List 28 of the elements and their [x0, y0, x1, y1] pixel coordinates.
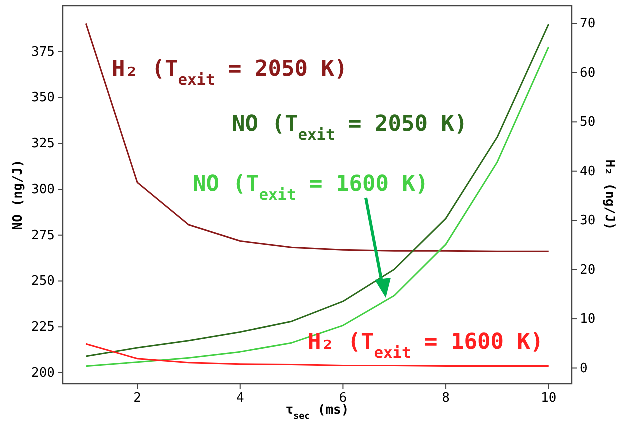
- y-tick-label: 225: [32, 320, 55, 336]
- y-tick-label: 275: [32, 228, 55, 244]
- line-series: [85, 22, 550, 252]
- y2-tick-label: 70: [580, 16, 596, 32]
- y2-tick-label: 10: [580, 312, 596, 328]
- y2-tick-label: 0: [580, 361, 588, 376]
- x-tick-label: 8: [442, 391, 450, 406]
- y-tick-label: 325: [32, 136, 55, 152]
- x-axis-title: τ$_{sec}$ (ms): [286, 403, 350, 422]
- x-tick-label: 4: [236, 391, 244, 406]
- y2-axis-title: H₂ (ng/J): [602, 160, 617, 230]
- y2-tick-label: 20: [580, 262, 596, 278]
- y2-tick-label: 30: [580, 214, 596, 229]
- y2-tick-label: 60: [580, 66, 596, 81]
- y2-tick-label: 40: [580, 164, 596, 180]
- x-tick-label: 10: [541, 391, 557, 406]
- y-axis-title: NO (ng/J): [11, 160, 26, 230]
- series-label: NO (T$_{exit}$ = 1600 K): [193, 172, 429, 204]
- series-label: H₂ (T$_{exit}$ = 2050 K): [112, 57, 348, 89]
- series-label: H₂ (T$_{exit}$ = 1600 K): [308, 330, 544, 362]
- y-tick-label: 375: [32, 44, 55, 60]
- y-tick-label: 300: [32, 182, 55, 198]
- y-tick-label: 250: [32, 274, 55, 290]
- y2-tick-label: 50: [580, 115, 596, 130]
- y-tick-label: 200: [32, 366, 55, 381]
- series-label: NO (T$_{exit}$ = 2050 K): [232, 112, 468, 144]
- x-tick-label: 2: [134, 391, 142, 406]
- y-tick-label: 350: [32, 90, 55, 106]
